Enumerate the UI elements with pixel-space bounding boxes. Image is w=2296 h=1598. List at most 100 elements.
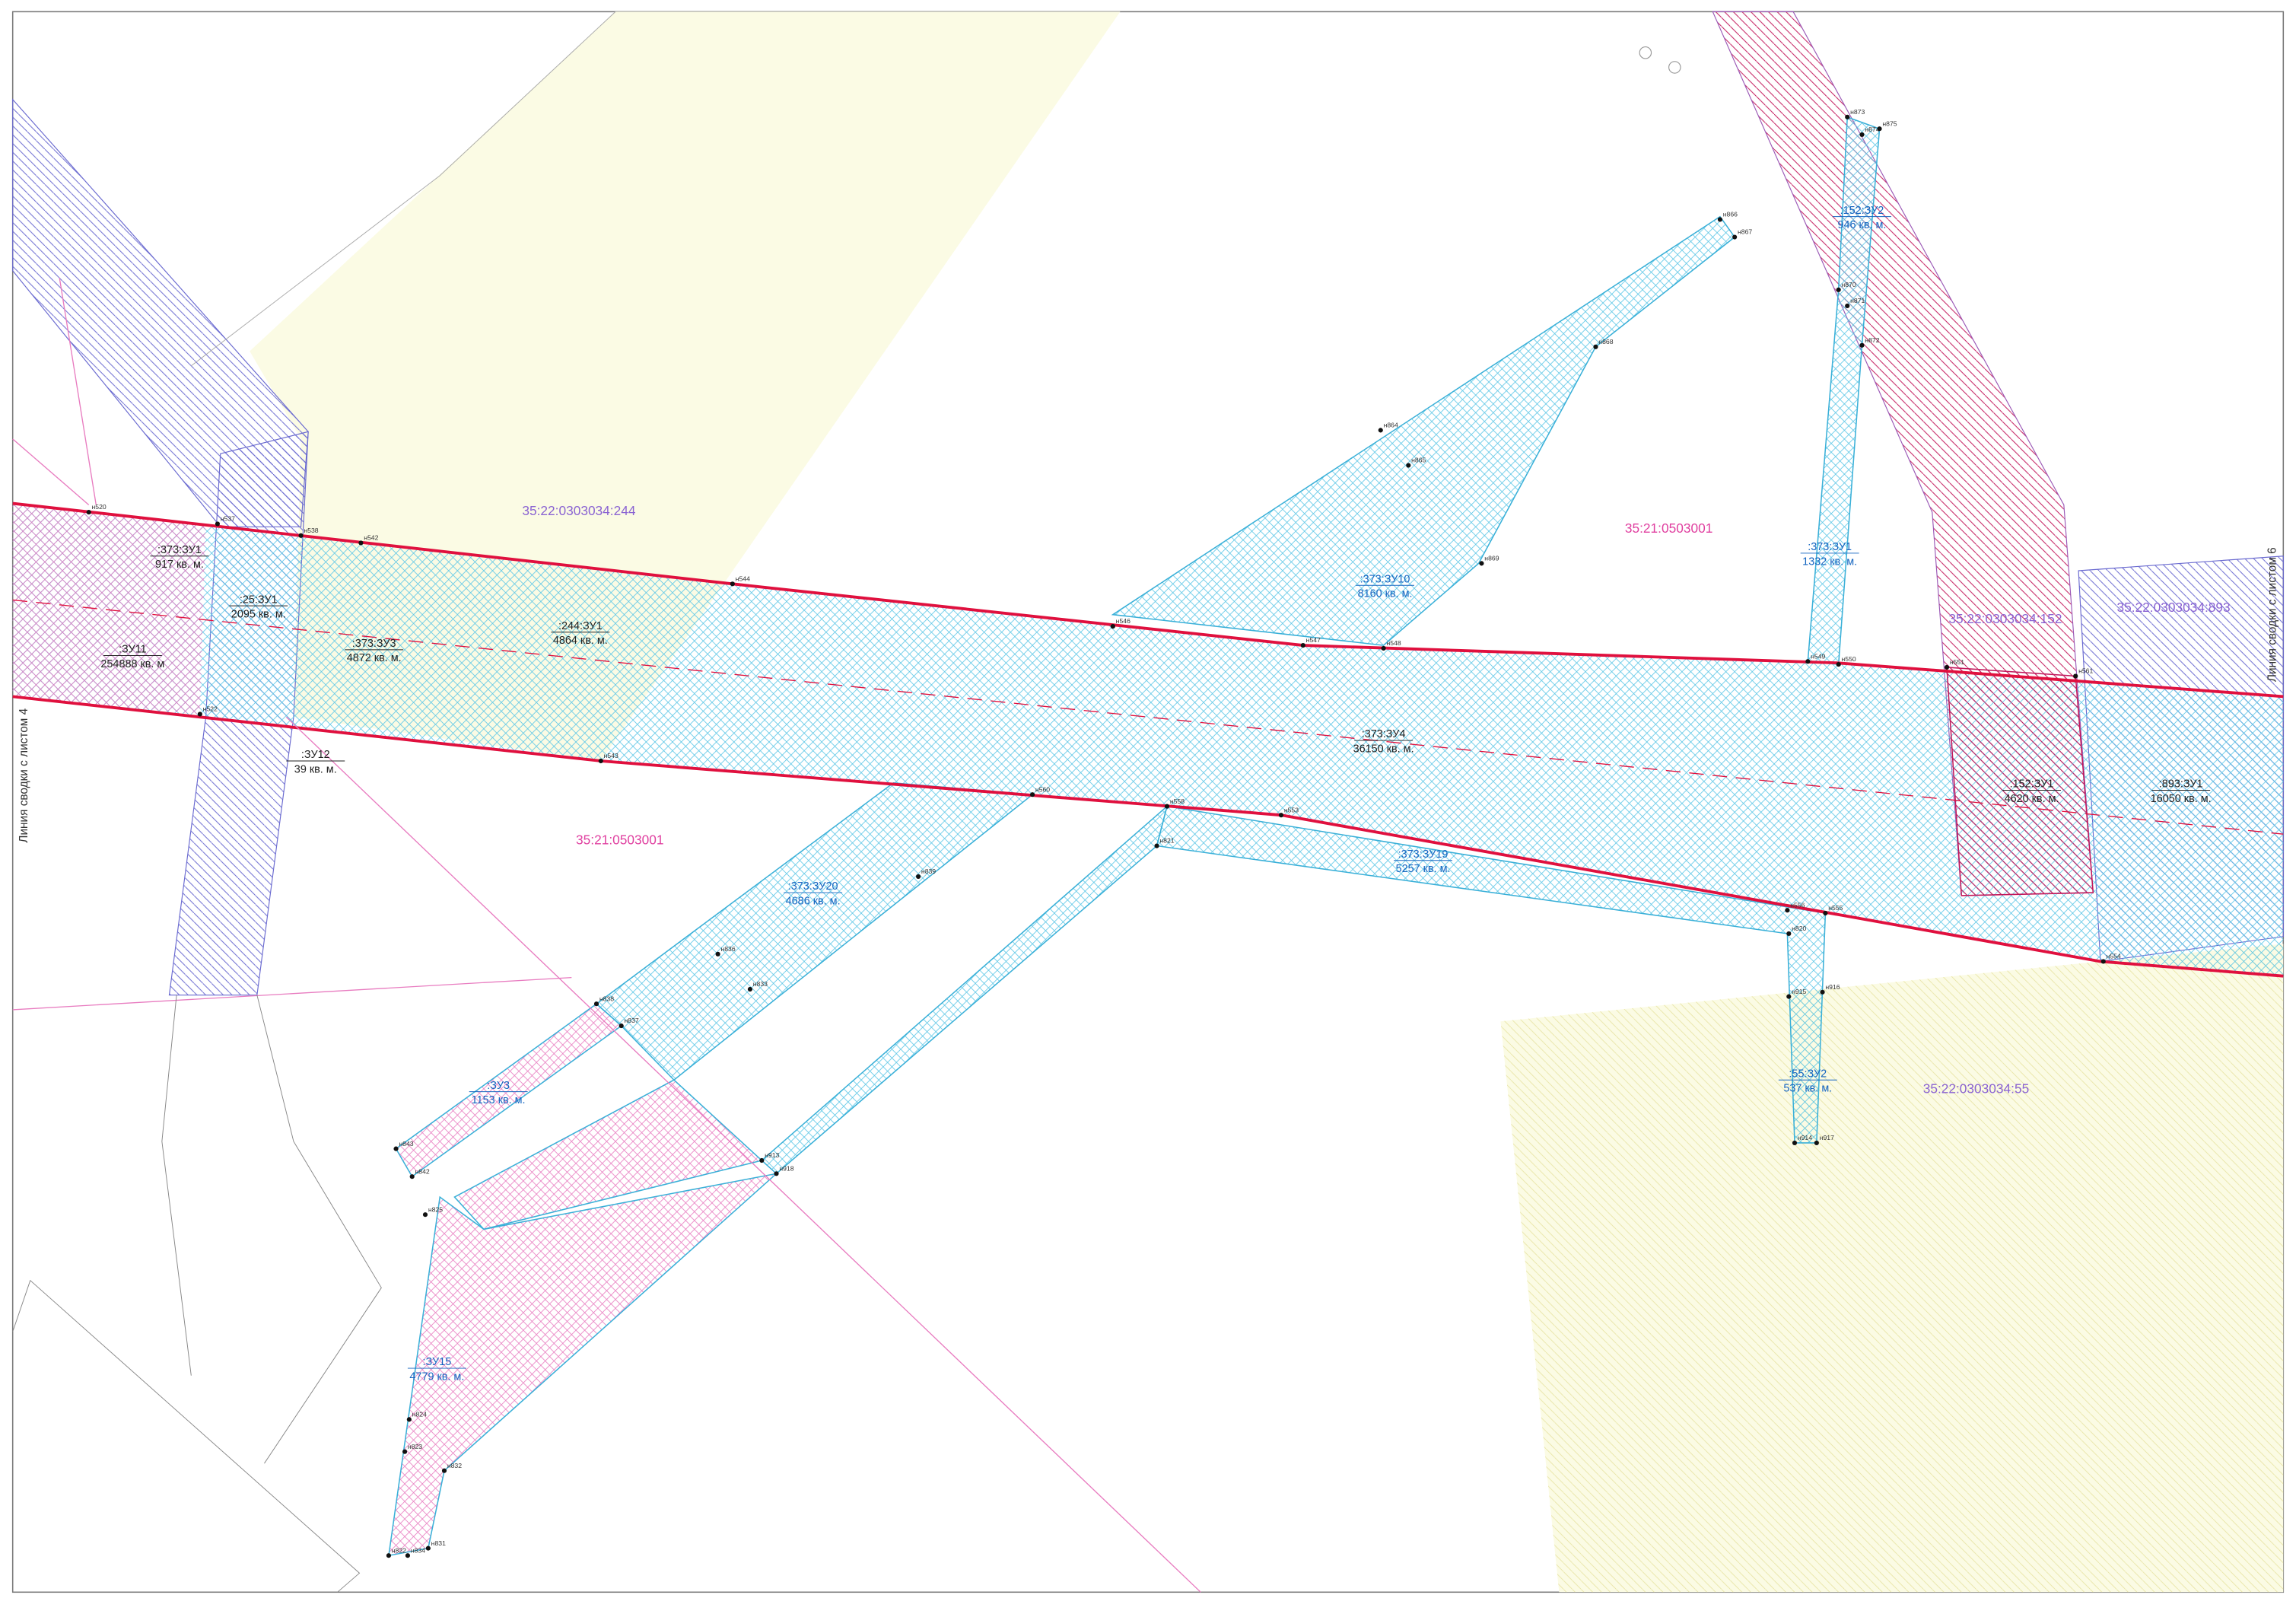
parcel-name: :55:ЗУ2 bbox=[1789, 1068, 1827, 1080]
parcel-area: 537 кв. м. bbox=[1783, 1083, 1832, 1095]
point-label: н871 bbox=[1850, 297, 1865, 304]
boundary-point bbox=[1845, 304, 1849, 308]
point-label: н843 bbox=[399, 1140, 413, 1148]
parcel-name: :373:ЗУ20 bbox=[788, 880, 838, 893]
boundary-point bbox=[1786, 995, 1791, 999]
parcel-name: :ЗУ15 bbox=[423, 1356, 452, 1368]
quarter-number: 35:22:0303034:244 bbox=[522, 503, 635, 518]
boundary-point bbox=[1823, 911, 1827, 915]
boundary-point bbox=[1111, 624, 1115, 629]
side-label: Линия сводки с листом 6 bbox=[2266, 547, 2279, 682]
boundary-point bbox=[619, 1023, 624, 1028]
boundary-point bbox=[594, 1001, 599, 1006]
parcel-name: :244:ЗУ1 bbox=[558, 620, 603, 632]
boundary-point bbox=[1786, 931, 1791, 936]
point-label: н873 bbox=[1850, 108, 1865, 116]
parcel-name: :25:ЗУ1 bbox=[240, 594, 278, 606]
parcel-area: 4779 кв. м. bbox=[409, 1370, 464, 1383]
point-label: н824 bbox=[412, 1411, 427, 1418]
boundary-point bbox=[1859, 343, 1864, 348]
parcel-name: :373:ЗУ1 bbox=[1808, 541, 1852, 553]
parcel-area: 2095 кв. м. bbox=[231, 609, 286, 621]
boundary-point bbox=[1785, 908, 1789, 912]
point-label: н866 bbox=[1723, 211, 1738, 218]
boundary-point bbox=[1945, 665, 1949, 670]
parcel-area: 4864 кв. м. bbox=[553, 635, 608, 647]
point-label: н823 bbox=[408, 1443, 422, 1450]
point-label: н872 bbox=[1865, 336, 1879, 344]
boundary-point bbox=[1030, 792, 1035, 797]
point-label: н836 bbox=[720, 945, 735, 953]
parcel-name: :373:ЗУ1 bbox=[157, 544, 202, 556]
point-label: н555 bbox=[1828, 904, 1843, 912]
boundary-point bbox=[1154, 843, 1159, 848]
parcel-name: :373:ЗУ3 bbox=[352, 638, 396, 650]
boundary-point bbox=[2101, 959, 2106, 963]
boundary-point bbox=[599, 759, 603, 763]
point-label: н918 bbox=[779, 1164, 793, 1172]
point-label: н548 bbox=[1386, 639, 1401, 647]
quarter-number: 35:22:0303034:893 bbox=[2117, 600, 2231, 615]
map-shapes bbox=[13, 11, 2284, 1592]
parcel-area: 917 кв. м. bbox=[155, 559, 204, 571]
boundary-point bbox=[716, 952, 720, 957]
boundary-point bbox=[1814, 1141, 1819, 1145]
boundary-point bbox=[386, 1553, 391, 1558]
point-label: н821 bbox=[1159, 837, 1174, 845]
quarter-number: 35:22:0303034:55 bbox=[1923, 1081, 2029, 1097]
point-label: н869 bbox=[1484, 555, 1499, 562]
point-label: н561 bbox=[2078, 667, 2093, 675]
parcel-area: 1332 кв. м. bbox=[1802, 555, 1857, 568]
point-label: н546 bbox=[1116, 617, 1131, 625]
point-label: н831 bbox=[431, 1539, 446, 1547]
boundary-point bbox=[1859, 132, 1864, 137]
boundary-point bbox=[1877, 126, 1881, 131]
parcel-name: :ЗУ11 bbox=[119, 644, 147, 656]
point-label: н551 bbox=[1950, 658, 1964, 666]
boundary-point bbox=[393, 1147, 398, 1151]
point-label: н537 bbox=[221, 515, 235, 523]
boundary-point bbox=[1836, 662, 1841, 667]
parcel-name: :373:ЗУ4 bbox=[1362, 728, 1406, 740]
boundary-point bbox=[1382, 646, 1386, 651]
point-label: н556 bbox=[1790, 901, 1805, 909]
boundary-point bbox=[423, 1212, 428, 1217]
boundary-point bbox=[298, 533, 303, 538]
parcel-area: 4620 кв. м. bbox=[2005, 793, 2059, 805]
boundary-point bbox=[215, 521, 220, 526]
parcel-area: 254888 кв. м bbox=[100, 658, 164, 670]
point-label: н822 bbox=[392, 1546, 406, 1554]
point-label: н833 bbox=[753, 980, 768, 988]
point-label: н864 bbox=[1384, 422, 1398, 429]
point-label: н543 bbox=[604, 752, 619, 759]
quarter-number: 35:21:0503001 bbox=[1625, 520, 1712, 536]
boundary-point bbox=[1792, 1141, 1797, 1145]
boundary-point bbox=[1379, 428, 1383, 432]
quarter-number: 35:22:0303034:152 bbox=[1948, 611, 2062, 626]
point-label: н554 bbox=[2107, 953, 2121, 960]
boundary-point bbox=[442, 1469, 447, 1473]
point-label: н842 bbox=[415, 1167, 430, 1175]
parcel-area: 5257 кв. м. bbox=[1396, 863, 1451, 875]
boundary-point bbox=[1820, 990, 1824, 995]
point-label: н549 bbox=[1811, 652, 1825, 660]
point-label: н558 bbox=[1170, 797, 1185, 805]
boundary-point bbox=[1301, 643, 1305, 648]
point-label: н839 bbox=[921, 867, 936, 875]
side-label: Линия сводки с листом 4 bbox=[17, 708, 30, 842]
boundary-point bbox=[410, 1174, 415, 1179]
boundary-point bbox=[1406, 463, 1410, 467]
boundary-point bbox=[1836, 288, 1841, 292]
point-label: н870 bbox=[1842, 281, 1856, 288]
point-label: н916 bbox=[1825, 983, 1840, 991]
boundary-point bbox=[358, 540, 363, 545]
boundary-point bbox=[916, 874, 921, 879]
parcel-name: :152:ЗУ2 bbox=[1840, 205, 1884, 217]
boundary-point bbox=[2073, 673, 2078, 678]
point-label: н550 bbox=[1842, 655, 1856, 663]
boundary-point bbox=[405, 1553, 410, 1558]
point-label: н917 bbox=[1820, 1134, 1834, 1141]
parcel-area: 1153 кв. м. bbox=[472, 1094, 526, 1106]
point-label: н834 bbox=[411, 1546, 425, 1554]
point-label: н560 bbox=[1035, 785, 1050, 793]
